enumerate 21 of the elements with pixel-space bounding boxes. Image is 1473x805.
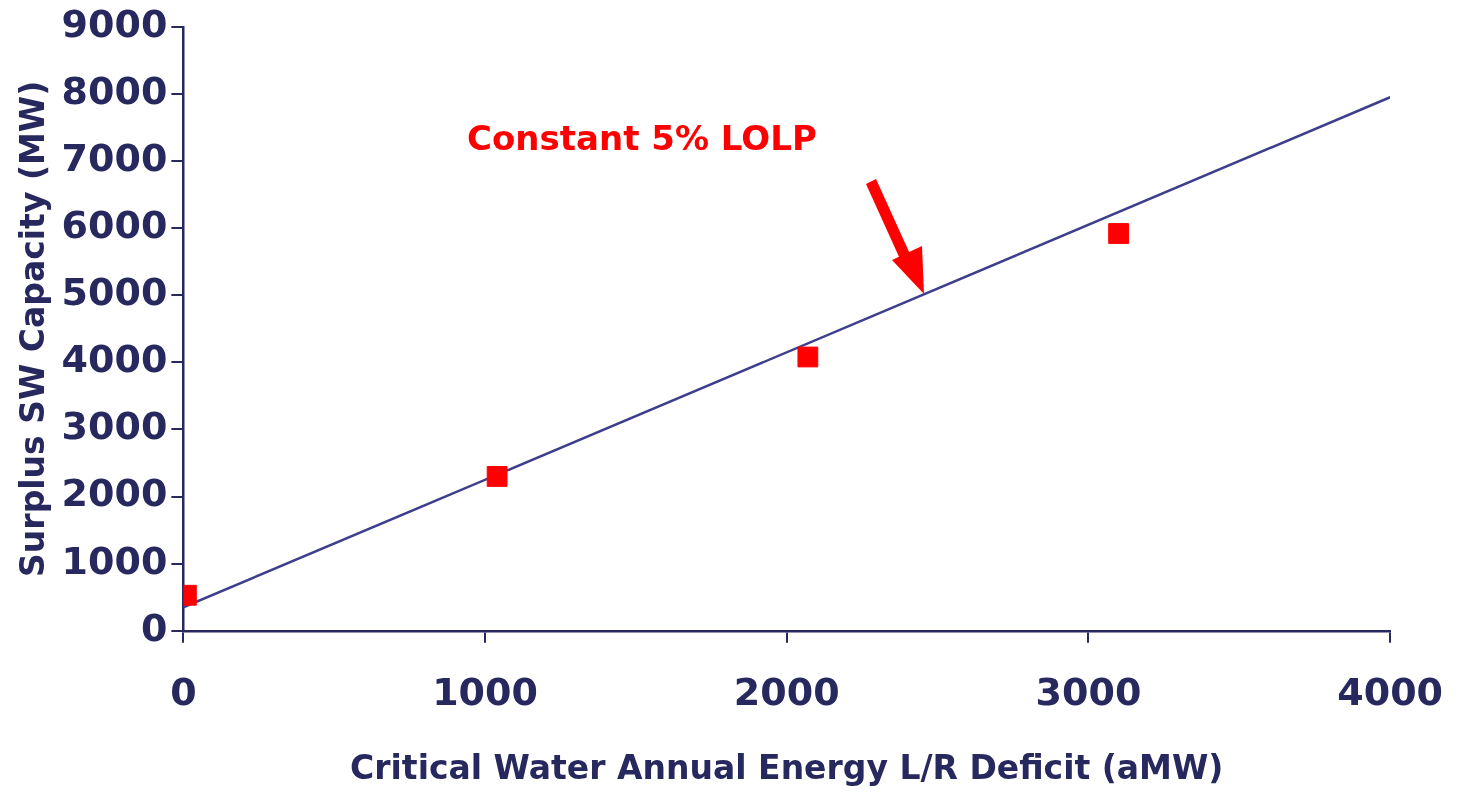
x-tick-label: 3000: [1035, 670, 1142, 715]
annotation: Constant 5% LOLP: [467, 118, 817, 159]
x-tick-label: 1000: [432, 670, 538, 715]
y-axis-title: Surplus SW Capacity (MW): [13, 80, 53, 577]
y-tick-label: 5000: [61, 270, 168, 315]
y-tick-label: 2000: [61, 471, 168, 516]
y-tick-label: 0: [140, 605, 168, 650]
y-tick-label: 9000: [61, 1, 168, 46]
x-axis-title: Critical Water Annual Energy L/R Deficit (aMW): [350, 747, 1224, 787]
y-tick-label: 6000: [61, 203, 168, 248]
y-tick-label: 3000: [61, 404, 168, 449]
x-tick-label: 4000: [1337, 670, 1443, 715]
point: [1108, 223, 1129, 244]
y-tick-label: 7000: [61, 135, 168, 180]
point: [486, 466, 508, 487]
x-tick-label: 0: [170, 670, 197, 715]
y-tick-label: 1000: [61, 538, 168, 583]
y-tick-label: 4000: [61, 337, 168, 382]
x-tick-label: 2000: [733, 670, 840, 715]
point: [797, 346, 819, 368]
y-tick-label: 8000: [61, 68, 168, 113]
